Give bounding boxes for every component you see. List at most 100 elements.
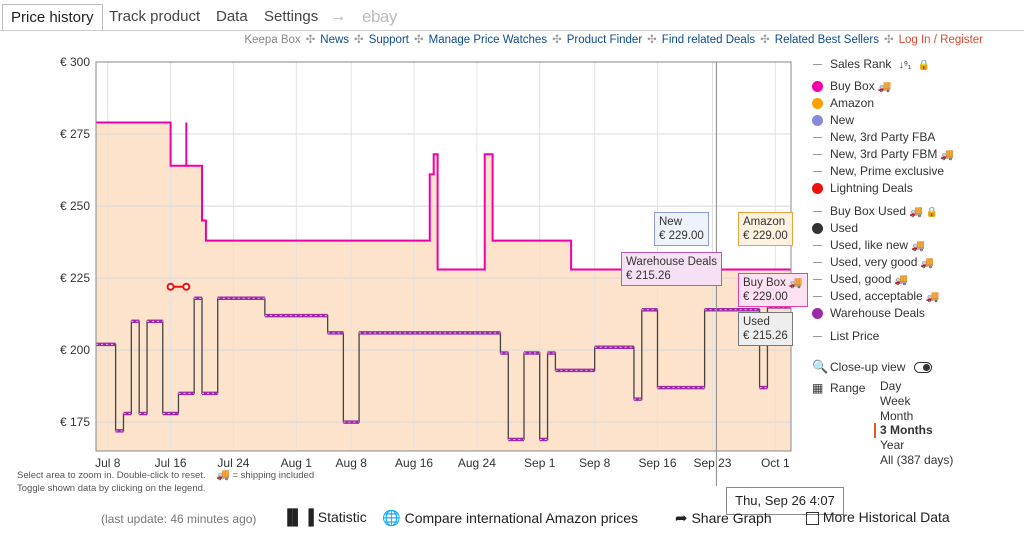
series-dot-icon (812, 98, 823, 109)
range-all[interactable]: All (387 days) (880, 452, 954, 467)
separator-icon: ✣ (760, 34, 770, 46)
truck-icon: 🚚 (788, 277, 803, 289)
x-tick-label: Aug 24 (458, 456, 496, 470)
series-buy-box-line (96, 121, 791, 271)
link-related-best-sellers[interactable]: Related Best Sellers (774, 34, 879, 46)
series-dot-icon (812, 308, 823, 319)
lock-icon: 🔒 (917, 60, 931, 71)
statistic-button[interactable]: ▐▌▐ Statistic (282, 509, 367, 526)
closeup-label: Close-up view (830, 360, 906, 374)
buy-box-area (96, 122, 791, 451)
legend-label: New, Prime exclusive (830, 164, 945, 178)
tooltip-new-value: € 229.00 (659, 230, 704, 242)
hover-date-tooltip: Thu, Sep 26 4:07 (726, 487, 844, 515)
legend-item[interactable]: New, 3rd Party FBA (812, 129, 954, 146)
x-tick-label: Jul 8 (95, 456, 121, 470)
compare-button[interactable]: 🌐 Compare international Amazon prices (382, 509, 638, 527)
separator-icon: ✣ (354, 34, 364, 46)
link-manage-price-watches[interactable]: Manage Price Watches (428, 34, 548, 46)
search-icon: 🔍 (812, 359, 829, 374)
series-used-line (96, 297, 791, 441)
tab-settings[interactable]: Settings (264, 8, 319, 25)
legend-item[interactable]: New, 3rd Party FBM 🚚 (812, 146, 954, 163)
legend-item[interactable]: New (812, 112, 954, 129)
tab-data[interactable]: Data (216, 8, 248, 25)
line-marker (813, 296, 822, 297)
legend-item[interactable]: Amazon (812, 95, 954, 112)
range-3-months[interactable]: 3 Months (874, 423, 953, 439)
toggle-switch-icon[interactable] (913, 362, 932, 374)
legend-item[interactable]: Used, acceptable 🚚 (812, 288, 954, 305)
series-dot-icon (812, 223, 823, 234)
legend-label: Lightning Deals (830, 181, 913, 195)
link-login[interactable]: Log In / Register (898, 34, 983, 46)
legend-label: Used (830, 221, 859, 235)
tooltip-used-value: € 215.26 (743, 330, 788, 342)
separator-icon: ✣ (305, 34, 316, 46)
tab-ebay[interactable]: ebay (362, 7, 397, 26)
y-tick-label: € 175 (60, 415, 90, 429)
legend-item[interactable]: Used, very good 🚚 (812, 254, 954, 271)
legend-item[interactable]: Used (812, 220, 954, 237)
truck-icon: 🚚 (925, 291, 940, 303)
tooltip-buy-box: Buy Box 🚚 € 229.00 (738, 273, 808, 307)
tab-price-history[interactable]: Price history (2, 4, 103, 31)
legend-sales-rank[interactable]: Sales Rank ↓⁹₁ 🔒 (812, 56, 954, 73)
lightning-deal-point (166, 282, 175, 291)
line-marker (813, 262, 822, 263)
tooltip-amazon-label: Amazon (743, 216, 786, 228)
share-graph-button[interactable]: ➦ Share Graph (675, 509, 772, 527)
legend-item[interactable]: Warehouse Deals (812, 305, 954, 322)
legend-item[interactable]: List Price (812, 328, 954, 345)
closeup-toggle[interactable]: 🔍 Close-up view (812, 358, 932, 376)
range-label: Range (830, 381, 866, 395)
tab-track-product[interactable]: Track product (109, 8, 201, 25)
lightning-deal-point (182, 282, 191, 291)
truck-icon: 🚚 (909, 206, 923, 218)
link-product-finder[interactable]: Product Finder (566, 34, 643, 46)
line-marker (813, 154, 822, 155)
hint-line-1: Select area to zoom in. Double-click to … (17, 470, 206, 481)
legend-label: New, 3rd Party FBA (830, 130, 936, 144)
range-year[interactable]: Year (880, 438, 905, 453)
legend-item[interactable]: Used, like new 🚚 (812, 237, 954, 254)
legend-item[interactable]: Lightning Deals (812, 180, 954, 197)
range-day[interactable]: Day (880, 379, 902, 393)
checkbox-icon[interactable] (806, 511, 819, 525)
link-related-deals[interactable]: Find related Deals (661, 34, 756, 46)
legend-item[interactable]: Buy Box 🚚 (812, 78, 954, 95)
x-tick-label: Sep 23 (693, 456, 731, 470)
line-marker (813, 137, 822, 138)
tooltip-new: New € 229.00 (654, 212, 709, 246)
chart-hint: Select area to zoom in. Double-click to … (17, 469, 314, 495)
chart-tools: 🔍 Close-up view ▦ Range (812, 358, 932, 397)
link-news[interactable]: News (320, 34, 350, 46)
hint-line-2: Toggle shown data by clicking on the leg… (17, 483, 206, 494)
x-tick-label: Sep 1 (524, 456, 556, 470)
legend-item[interactable]: Buy Box Used 🚚 🔒 (812, 203, 954, 220)
separator-icon: ✣ (552, 34, 562, 46)
legend-label: Buy Box (830, 79, 875, 93)
share-icon: ➦ (675, 510, 688, 527)
more-data-button[interactable]: More Historical Data (806, 509, 950, 525)
link-support[interactable]: Support (368, 34, 409, 46)
last-update: (last update: 46 minutes ago) (101, 512, 257, 526)
tooltip-amazon: Amazon € 229.00 (738, 212, 793, 246)
legend-item[interactable]: Used, good 🚚 (812, 271, 954, 288)
tab-divider (0, 30, 1024, 31)
x-tick-label: Aug 1 (281, 456, 313, 470)
legend-item[interactable]: New, Prime exclusive (812, 163, 954, 180)
y-tick-label: € 250 (60, 199, 90, 213)
x-tick-label: Oct 1 (761, 456, 790, 470)
y-tick-label: € 200 (60, 343, 90, 357)
truck-icon: 🚚 (877, 81, 892, 93)
range-week[interactable]: Week (880, 393, 911, 408)
x-tick-label: Sep 16 (638, 456, 676, 470)
share-label: Share Graph (691, 510, 772, 526)
range-month[interactable]: Month (880, 408, 914, 423)
x-tick-label: Aug 16 (395, 456, 433, 470)
link-keepa-box[interactable]: Keepa Box (244, 34, 301, 46)
legend-label: Used, acceptable (830, 289, 923, 303)
separator-icon: ✣ (647, 34, 657, 46)
line-marker (813, 64, 822, 65)
